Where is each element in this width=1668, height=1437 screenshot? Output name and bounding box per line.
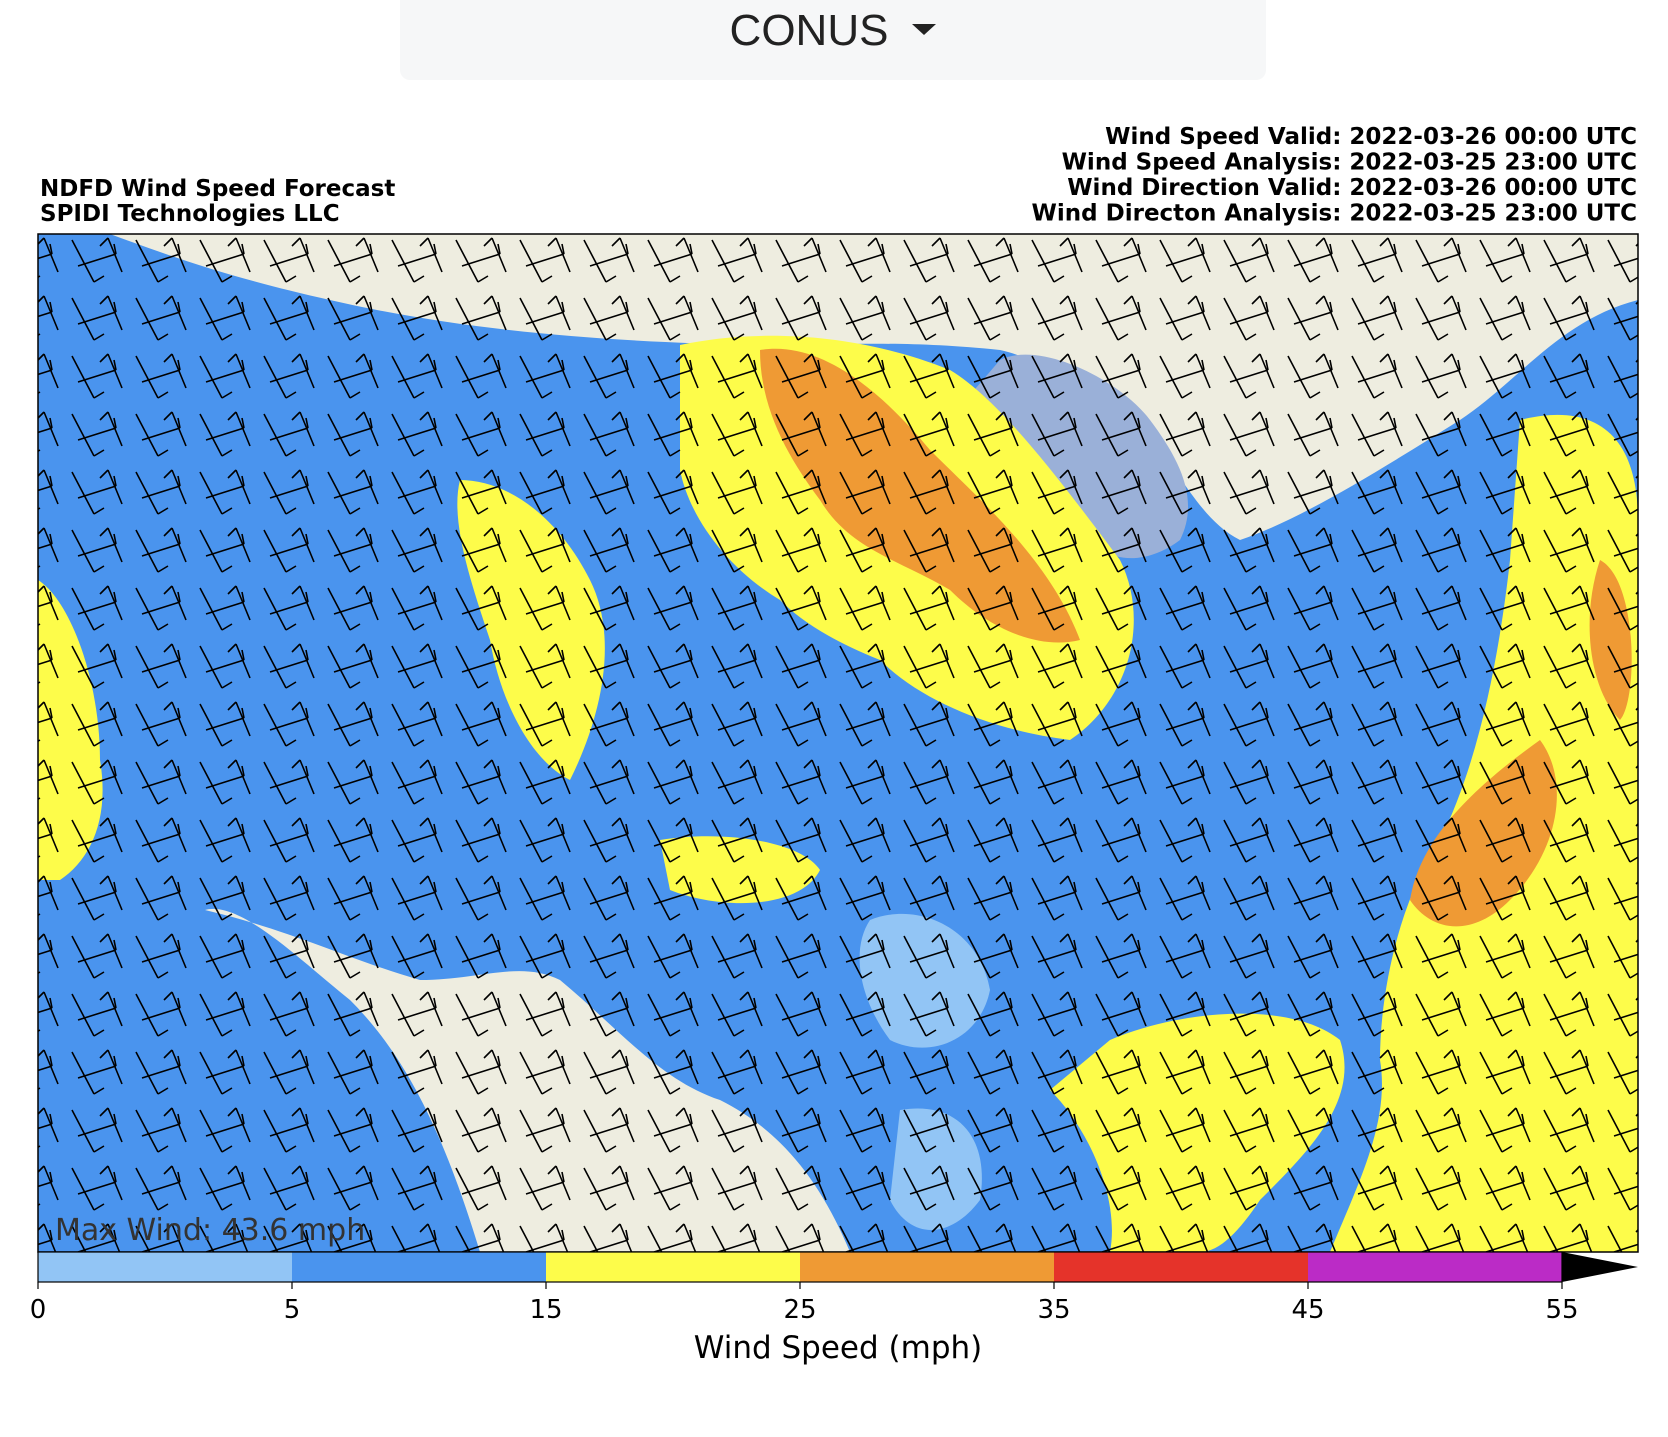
- region-dropdown[interactable]: CONUS: [400, 0, 1266, 80]
- wind-barbs: [38, 234, 1638, 1252]
- colorbar-segment: [292, 1252, 546, 1282]
- colorbar-tick-label: 45: [1291, 1295, 1324, 1325]
- great-lakes: [967, 354, 1189, 559]
- validity-time: Wind Speed Valid: 2022-03-26 00:00 UTC: [1105, 124, 1637, 150]
- mexico-land: [205, 908, 850, 1252]
- colorbar-tick-label: 35: [1037, 1295, 1070, 1325]
- colorbar-segment: [800, 1252, 1054, 1282]
- map-background: [38, 234, 1638, 1252]
- validity-time: Wind Speed Analysis: 2022-03-25 23:00 UT…: [1062, 150, 1637, 176]
- validity-time: Wind Direction Valid: 2022-03-26 00:00 U…: [1067, 175, 1637, 201]
- wind-zone: [1050, 1013, 1345, 1252]
- wind-zone: [760, 348, 1080, 643]
- map: Max Wind: 43.6 mph: [38, 234, 1638, 1252]
- colorbar-tick-label: 55: [1545, 1295, 1578, 1325]
- wind-zone: [680, 335, 1134, 740]
- colorbar-segment: [1308, 1252, 1562, 1282]
- canada-land: [38, 234, 1638, 540]
- validity-time: Wind Directon Analysis: 2022-03-25 23:00…: [1032, 201, 1637, 227]
- dropdown-caret[interactable]: [912, 24, 937, 35]
- map-frame: [37, 233, 1639, 1253]
- max-wind-annotation: Max Wind: 43.6 mph: [55, 1213, 365, 1248]
- dropdown-label[interactable]: CONUS: [400, 6, 1266, 56]
- colorbar-extend: [1562, 1252, 1638, 1282]
- colorbar-label: Wind Speed (mph): [694, 1330, 983, 1366]
- dropdown-text[interactable]: CONUS: [729, 6, 889, 55]
- map-title: NDFD Wind Speed Forecast: [40, 176, 395, 202]
- colorbar-tick-label: 15: [529, 1295, 562, 1325]
- wind-zone: [859, 913, 990, 1230]
- wind-zone: [1410, 560, 1632, 927]
- wind-zone: [1330, 414, 1638, 1252]
- colorbar-tick-label: 5: [284, 1295, 301, 1325]
- colorbar-frame: [37, 1251, 1563, 1283]
- wind-zone: [38, 480, 820, 904]
- colorbar-tick-label: 25: [783, 1295, 816, 1325]
- colorbar: 0 5 15 25 35 45 55: [30, 1251, 1638, 1325]
- map-credit: SPIDI Technologies LLC: [40, 201, 340, 227]
- colorbar-segment: [38, 1252, 292, 1282]
- colorbar-tick-label: 0: [30, 1295, 47, 1325]
- colorbar-segment: [1054, 1252, 1308, 1282]
- colorbar-segment: [546, 1252, 800, 1282]
